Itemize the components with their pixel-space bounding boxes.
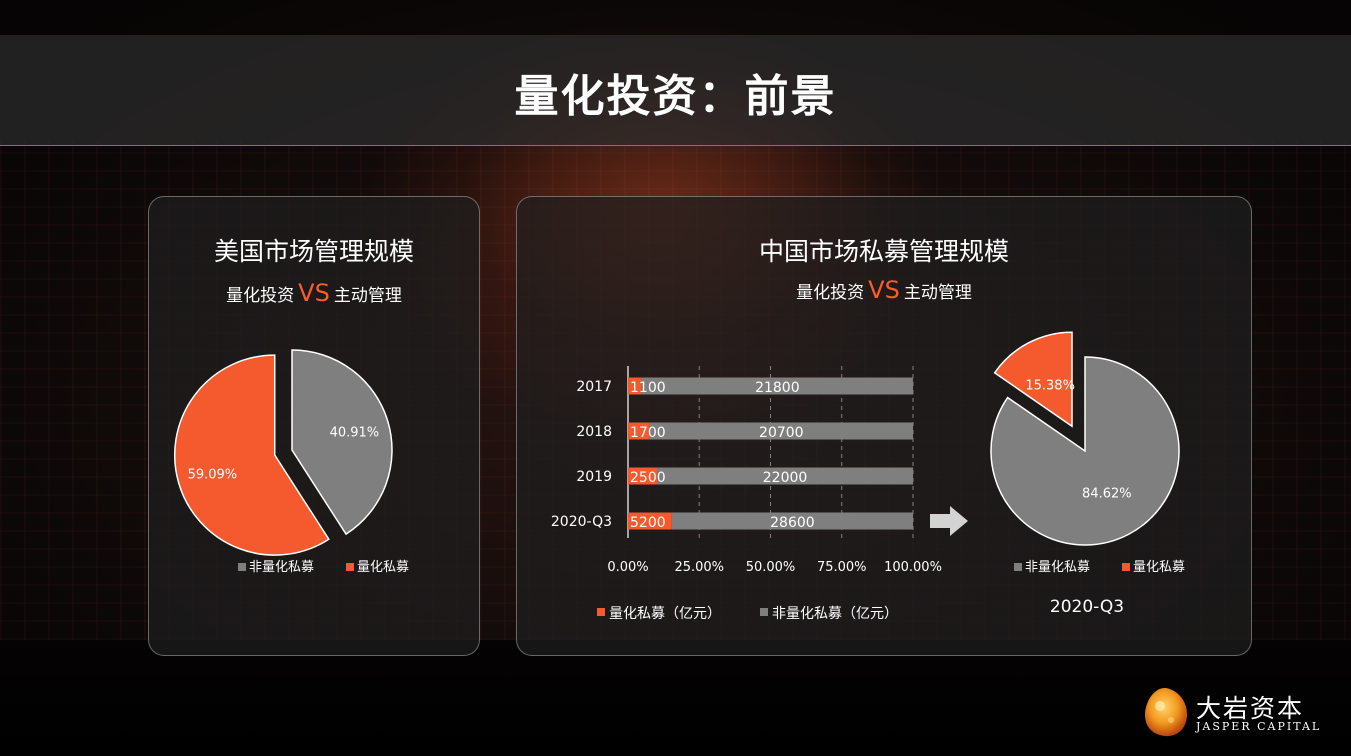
cn-panel-subtitle: 量化投资 VS 主动管理 xyxy=(516,276,1252,304)
jasper-logo-icon xyxy=(1145,687,1188,737)
cn-bar-nonquant-0 xyxy=(641,377,913,395)
cn-bar-nonquant-label-3: 28600 xyxy=(770,515,815,531)
cn-subtitle-active: 主动管理 xyxy=(903,283,972,303)
us-panel-title: 美国市场管理规模 xyxy=(213,237,414,266)
us-subtitle-active: 主动管理 xyxy=(333,286,402,306)
cn-bar-quant-label-3: 5200 xyxy=(630,515,666,531)
cn-bar-quant-3 xyxy=(628,512,672,530)
us-subtitle-quant: 量化投资 xyxy=(226,286,295,306)
us-pie-legend-swatch-1 xyxy=(346,563,354,571)
cn-pie-legend-swatch-0 xyxy=(1014,563,1022,571)
logo-name-cn: 大岩资本 xyxy=(1196,694,1305,723)
cn-bar-nonquant-label-2: 22000 xyxy=(763,470,808,486)
cn-bar-nonquant-2 xyxy=(657,467,913,485)
us-pie-label-0: 40.91% xyxy=(330,426,380,441)
cn-bar-xtick-3: 75.00% xyxy=(817,560,867,575)
title-band xyxy=(0,35,1351,146)
cn-bar-quant-2 xyxy=(628,467,658,485)
cn-bar-nonquant-label-0: 21800 xyxy=(755,380,800,396)
cn-bar-quant-0 xyxy=(628,377,642,395)
bottom-band xyxy=(0,640,1351,756)
us-panel-subtitle: 量化投资 VS 主动管理 xyxy=(148,279,480,307)
cn-pie-legend-item-0: 非量化私募 xyxy=(1025,560,1090,575)
cn-pie-label-0: 84.62% xyxy=(1082,487,1132,502)
cn-pie-slice-0 xyxy=(990,356,1180,546)
cn-bar-legend-swatch-0 xyxy=(597,608,605,616)
cn-subtitle-quant: 量化投资 xyxy=(796,283,865,303)
us-subtitle-vs: VS xyxy=(298,279,330,307)
cn-bar-category-0: 2017 xyxy=(576,379,612,395)
cn-pie-label-1: 15.38% xyxy=(1025,379,1075,394)
cn-bar-xtick-4: 100.00% xyxy=(884,560,942,575)
cn-bar-legend-item-0: 量化私募（亿元） xyxy=(609,606,721,622)
cn-pie-legend-item-1: 量化私募 xyxy=(1133,560,1185,575)
us-pie-legend-item-1: 量化私募 xyxy=(357,560,409,575)
cn-bar-xtick-2: 50.00% xyxy=(746,560,796,575)
cn-bar-legend-swatch-1 xyxy=(760,608,768,616)
cn-bar-legend-item-1: 非量化私募（亿元） xyxy=(772,606,898,622)
cn-bar-nonquant-1 xyxy=(649,422,913,440)
page-title: 量化投资：前景 xyxy=(514,71,837,122)
cn-bar-category-1: 2018 xyxy=(576,424,612,440)
cn-bar-quant-label-0: 1100 xyxy=(630,380,666,396)
us-pie-legend-item-0: 非量化私募 xyxy=(249,560,314,575)
cn-panel-title: 中国市场私募管理规模 xyxy=(758,237,1009,266)
cn-bar-xtick-1: 25.00% xyxy=(674,560,724,575)
us-pie-label-1: 59.09% xyxy=(188,467,238,482)
cn-bar-quant-1 xyxy=(628,422,650,440)
cn-bar-xtick-0: 0.00% xyxy=(607,560,648,575)
cn-bar-category-3: 2020-Q3 xyxy=(551,514,612,530)
logo-name-en: JASPER CAPITAL xyxy=(1196,720,1322,733)
cn-pie-caption: 2020-Q3 xyxy=(1050,597,1124,617)
cn-subtitle-vs: VS xyxy=(868,276,900,304)
cn-bar-nonquant-3 xyxy=(671,512,913,530)
cn-pie-slice-1 xyxy=(993,331,1073,428)
us-pie-slice-0 xyxy=(291,349,393,536)
cn-bar-quant-label-1: 1700 xyxy=(630,425,666,441)
cn-bar-quant-label-2: 2500 xyxy=(630,470,666,486)
us-pie-legend-swatch-0 xyxy=(238,563,246,571)
cn-bar-nonquant-label-1: 20700 xyxy=(759,425,804,441)
cn-pie-legend-swatch-1 xyxy=(1122,563,1130,571)
right-arrow-icon xyxy=(930,506,968,536)
us-pie-slice-1 xyxy=(173,354,330,556)
cn-bar-category-2: 2019 xyxy=(576,469,612,485)
